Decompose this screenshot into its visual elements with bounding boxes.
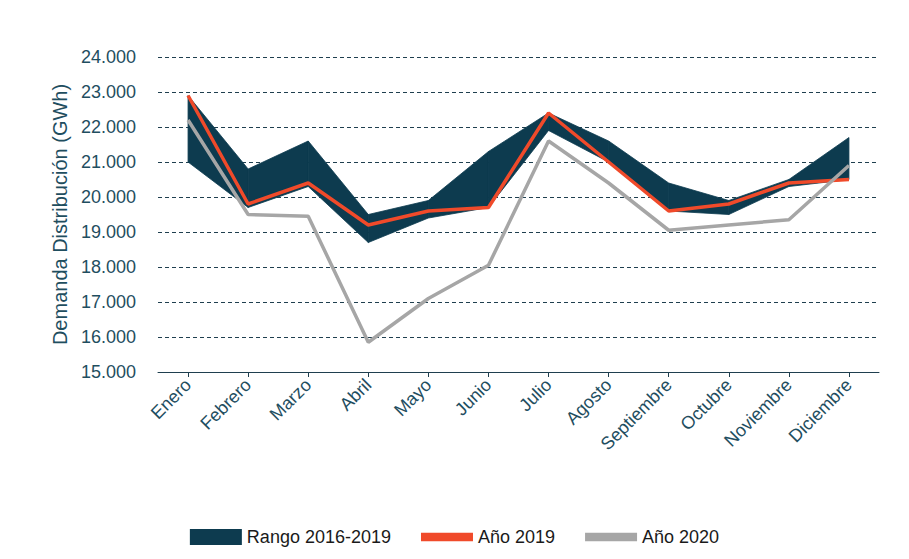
svg-text:18.000: 18.000 <box>81 257 136 277</box>
svg-text:Marzo: Marzo <box>266 375 315 424</box>
svg-text:Junio: Junio <box>451 375 496 420</box>
svg-text:23.000: 23.000 <box>81 82 136 102</box>
svg-text:19.000: 19.000 <box>81 222 136 242</box>
svg-text:17.000: 17.000 <box>81 292 136 312</box>
svg-text:Rango 2016-2019: Rango 2016-2019 <box>247 527 391 547</box>
svg-text:Agosto: Agosto <box>562 375 616 429</box>
svg-text:Septiembre: Septiembre <box>597 375 676 454</box>
svg-text:Abril: Abril <box>336 375 376 415</box>
svg-text:Noviembre: Noviembre <box>720 375 796 451</box>
svg-text:Octubre: Octubre <box>676 375 735 434</box>
svg-text:Enero: Enero <box>147 375 195 423</box>
svg-text:16.000: 16.000 <box>81 327 136 347</box>
svg-text:Diciembre: Diciembre <box>785 375 856 446</box>
svg-text:Demanda Distribución (GWh): Demanda Distribución (GWh) <box>49 84 71 345</box>
svg-text:Mayo: Mayo <box>390 375 435 420</box>
svg-text:22.000: 22.000 <box>81 117 136 137</box>
svg-text:24.000: 24.000 <box>81 47 136 67</box>
svg-text:Año 2019: Año 2019 <box>478 527 555 547</box>
svg-text:20.000: 20.000 <box>81 187 136 207</box>
svg-text:Julio: Julio <box>515 375 555 415</box>
svg-text:Año 2020: Año 2020 <box>642 527 719 547</box>
svg-text:Febrero: Febrero <box>197 375 256 434</box>
svg-text:15.000: 15.000 <box>81 362 136 382</box>
svg-text:21.000: 21.000 <box>81 152 136 172</box>
